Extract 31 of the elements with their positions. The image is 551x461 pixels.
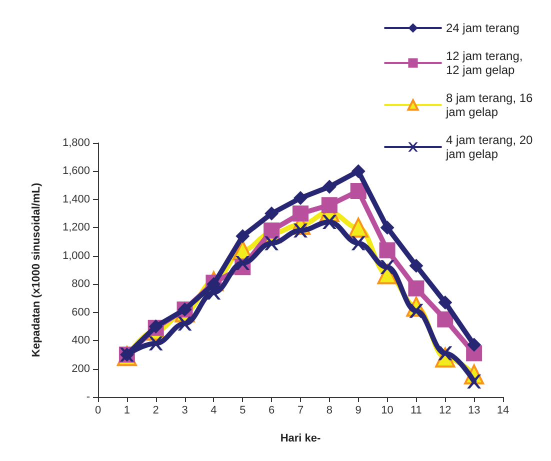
y-tick-label: 1,800 (62, 137, 90, 149)
x-tick-label: 11 (410, 404, 422, 416)
y-tick-label: 1,400 (62, 193, 90, 206)
x-tick-label: 1 (124, 404, 130, 416)
y-tick-label: 800 (72, 278, 90, 290)
legend-label: 24 jam terang (446, 21, 520, 35)
legend-label: 4 jam terang, 20 jam gelap (445, 133, 536, 161)
legend-label: 8 jam terang, 16 jam gelap (445, 91, 536, 119)
x-tick-label: 2 (152, 404, 159, 416)
x-axis-title: Hari ke- (280, 432, 322, 444)
x-tick-label: 4 (210, 404, 217, 416)
x-tick-label: 6 (268, 404, 275, 416)
x-tick-label: 0 (94, 404, 102, 416)
y-tick-label: 1,200 (62, 222, 90, 234)
y-axis-title: Kepadatan (x1000 sinusoidal/mL) (30, 182, 42, 358)
x-tick-label: 9 (355, 404, 362, 416)
x-tick-label: 10 (381, 404, 394, 416)
legend-label: 12 jam terang, 12 jam gelap (446, 49, 526, 77)
x-tick-label: 12 (439, 404, 452, 416)
x-tick-label: 5 (240, 404, 246, 416)
y-tick-label: - (86, 391, 90, 403)
y-tick-label: 1,600 (62, 165, 90, 178)
y-tick-label: 200 (72, 362, 90, 375)
x-tick-label: 3 (182, 404, 188, 416)
y-tick-label: 600 (72, 306, 90, 318)
x-tick-label: 13 (468, 404, 480, 416)
x-tick-label: 8 (326, 404, 332, 416)
y-tick-label: 400 (72, 334, 90, 347)
x-tick-label: 14 (496, 404, 510, 416)
y-tick-label: 1,000 (62, 250, 90, 262)
x-tick-label: 7 (297, 404, 304, 416)
